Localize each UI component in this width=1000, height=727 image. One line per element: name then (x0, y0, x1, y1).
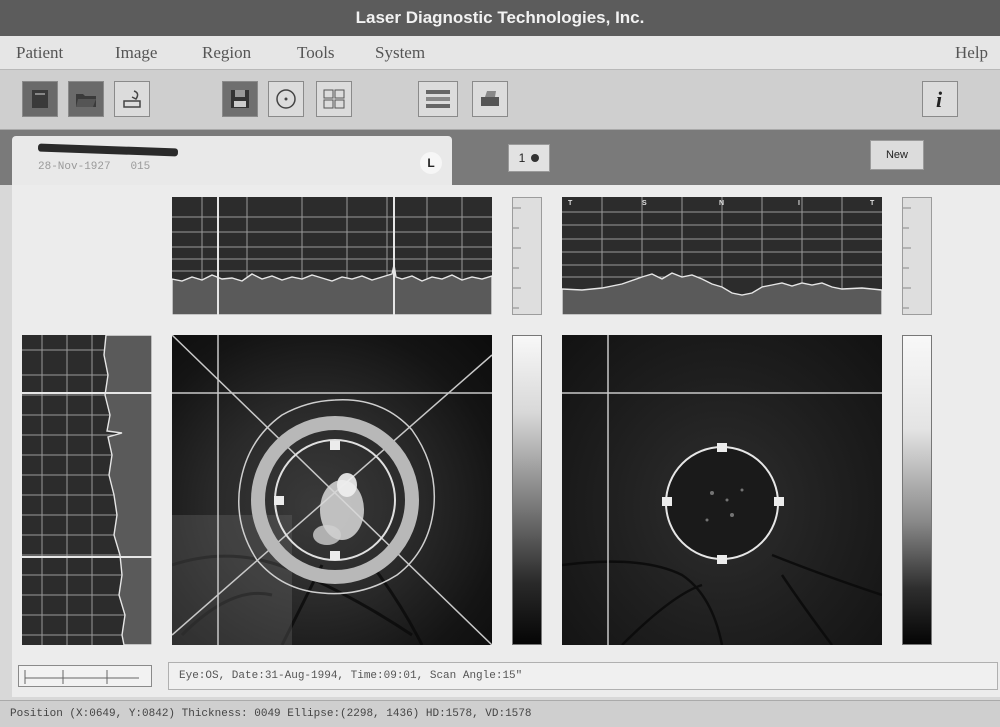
open-folder-icon (76, 94, 96, 107)
normal-limits-button[interactable] (418, 81, 458, 117)
target-icon (276, 89, 296, 109)
tsnit-label-i: I (798, 200, 800, 207)
scan-info-box: Eye:OS, Date:31-Aug-1994, Time:09:01, Sc… (168, 662, 998, 690)
patient-info: 28-Nov-1927 015 (38, 161, 150, 173)
menu-help[interactable]: Help (955, 43, 989, 62)
patient-name-redacted (37, 143, 179, 157)
profile-scale-right (902, 197, 932, 315)
info-icon: i (936, 87, 943, 111)
window-title: Laser Diagnostic Technologies, Inc. (0, 0, 1000, 36)
menu-system[interactable]: System (375, 43, 426, 62)
save-disk-icon (231, 90, 249, 108)
topography-colorbar (902, 335, 932, 645)
scale-bar-widget (18, 665, 152, 687)
center-button[interactable] (268, 81, 304, 117)
topography-image[interactable] (562, 335, 882, 645)
patient-tab[interactable]: 28-Nov-1927 015 L (12, 136, 452, 185)
scan-indicator[interactable]: 1 (508, 144, 550, 172)
patient-dob: 28-Nov-1927 (38, 161, 111, 173)
tsnit-label-n: N (719, 200, 725, 207)
import-button[interactable] (114, 81, 150, 117)
tsnit-label-s: S (642, 200, 647, 207)
patient-id: 015 (130, 161, 151, 173)
printer-icon (481, 91, 499, 106)
status-bar: Position (X:0649, Y:0842) Thickness: 004… (0, 700, 1000, 727)
save-button[interactable] (222, 81, 258, 117)
print-button[interactable] (472, 81, 508, 117)
eye-badge: L (420, 152, 442, 174)
tab-strip: 28-Nov-1927 015 L 1 New (0, 130, 1000, 185)
info-button[interactable]: i (922, 81, 958, 117)
tsnit-graph[interactable]: T S N I T (562, 197, 882, 315)
scan-dot-icon (531, 154, 540, 162)
limits-icon (426, 90, 450, 108)
import-icon (123, 90, 141, 108)
compare-icon (323, 89, 345, 109)
vertical-profile-graph[interactable] (22, 335, 152, 645)
new-patient-button[interactable] (22, 81, 58, 117)
menu-region[interactable]: Region (202, 43, 252, 62)
new-file-icon (32, 90, 48, 108)
menu-bar: Patient Image Region Tools System Help (0, 36, 1000, 70)
compare-button[interactable] (316, 81, 352, 117)
open-button[interactable] (68, 81, 104, 117)
profile-scale-left (512, 197, 542, 315)
new-button[interactable]: New (870, 140, 924, 170)
tsnit-label-t2: T (870, 200, 875, 207)
scan-number: 1 (518, 151, 526, 165)
svg-text:i: i (936, 87, 943, 111)
toolbar: i (0, 70, 1000, 130)
reflectance-image[interactable] (172, 335, 492, 645)
reflectance-colorbar (512, 335, 542, 645)
menu-tools[interactable]: Tools (297, 43, 335, 62)
menu-image[interactable]: Image (115, 43, 158, 62)
menu-patient[interactable]: Patient (16, 43, 64, 62)
top-profile-graph-left[interactable] (172, 197, 492, 315)
tsnit-label-t1: T (568, 200, 573, 207)
